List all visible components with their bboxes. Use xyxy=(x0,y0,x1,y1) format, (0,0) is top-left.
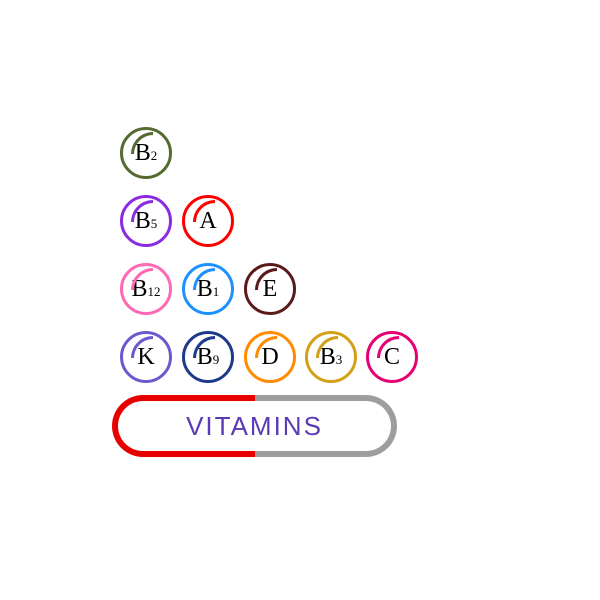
shine-arc xyxy=(193,268,215,290)
shine-arc xyxy=(193,336,215,358)
vitamin-infographic: B2 B5AB12B1E KB9DB3C VITAMINS xyxy=(0,0,600,600)
shine-arc xyxy=(255,336,277,358)
vitamin-c-icon: C xyxy=(366,331,418,383)
shine-arc xyxy=(255,268,277,290)
vitamin-a-icon: A xyxy=(182,195,234,247)
shine-arc xyxy=(193,200,215,222)
shine-arc xyxy=(131,336,153,358)
capsule-title: VITAMINS xyxy=(186,411,323,442)
vitamin-k-icon: K xyxy=(120,331,172,383)
vitamin-d-icon: D xyxy=(244,331,296,383)
shine-arc xyxy=(131,200,153,222)
shine-arc xyxy=(131,268,153,290)
vitamin-b12-icon: B12 xyxy=(120,263,172,315)
vitamin-b1-icon: B1 xyxy=(182,263,234,315)
vitamins-capsule: VITAMINS xyxy=(112,395,397,457)
vitamin-b3-icon: B3 xyxy=(305,331,357,383)
vitamin-b5-icon: B5 xyxy=(120,195,172,247)
vitamin-e-icon: E xyxy=(244,263,296,315)
vitamin-b2-icon: B2 xyxy=(120,127,172,179)
shine-arc xyxy=(131,132,153,154)
vitamin-b9-icon: B9 xyxy=(182,331,234,383)
shine-arc xyxy=(316,336,338,358)
shine-arc xyxy=(377,336,399,358)
